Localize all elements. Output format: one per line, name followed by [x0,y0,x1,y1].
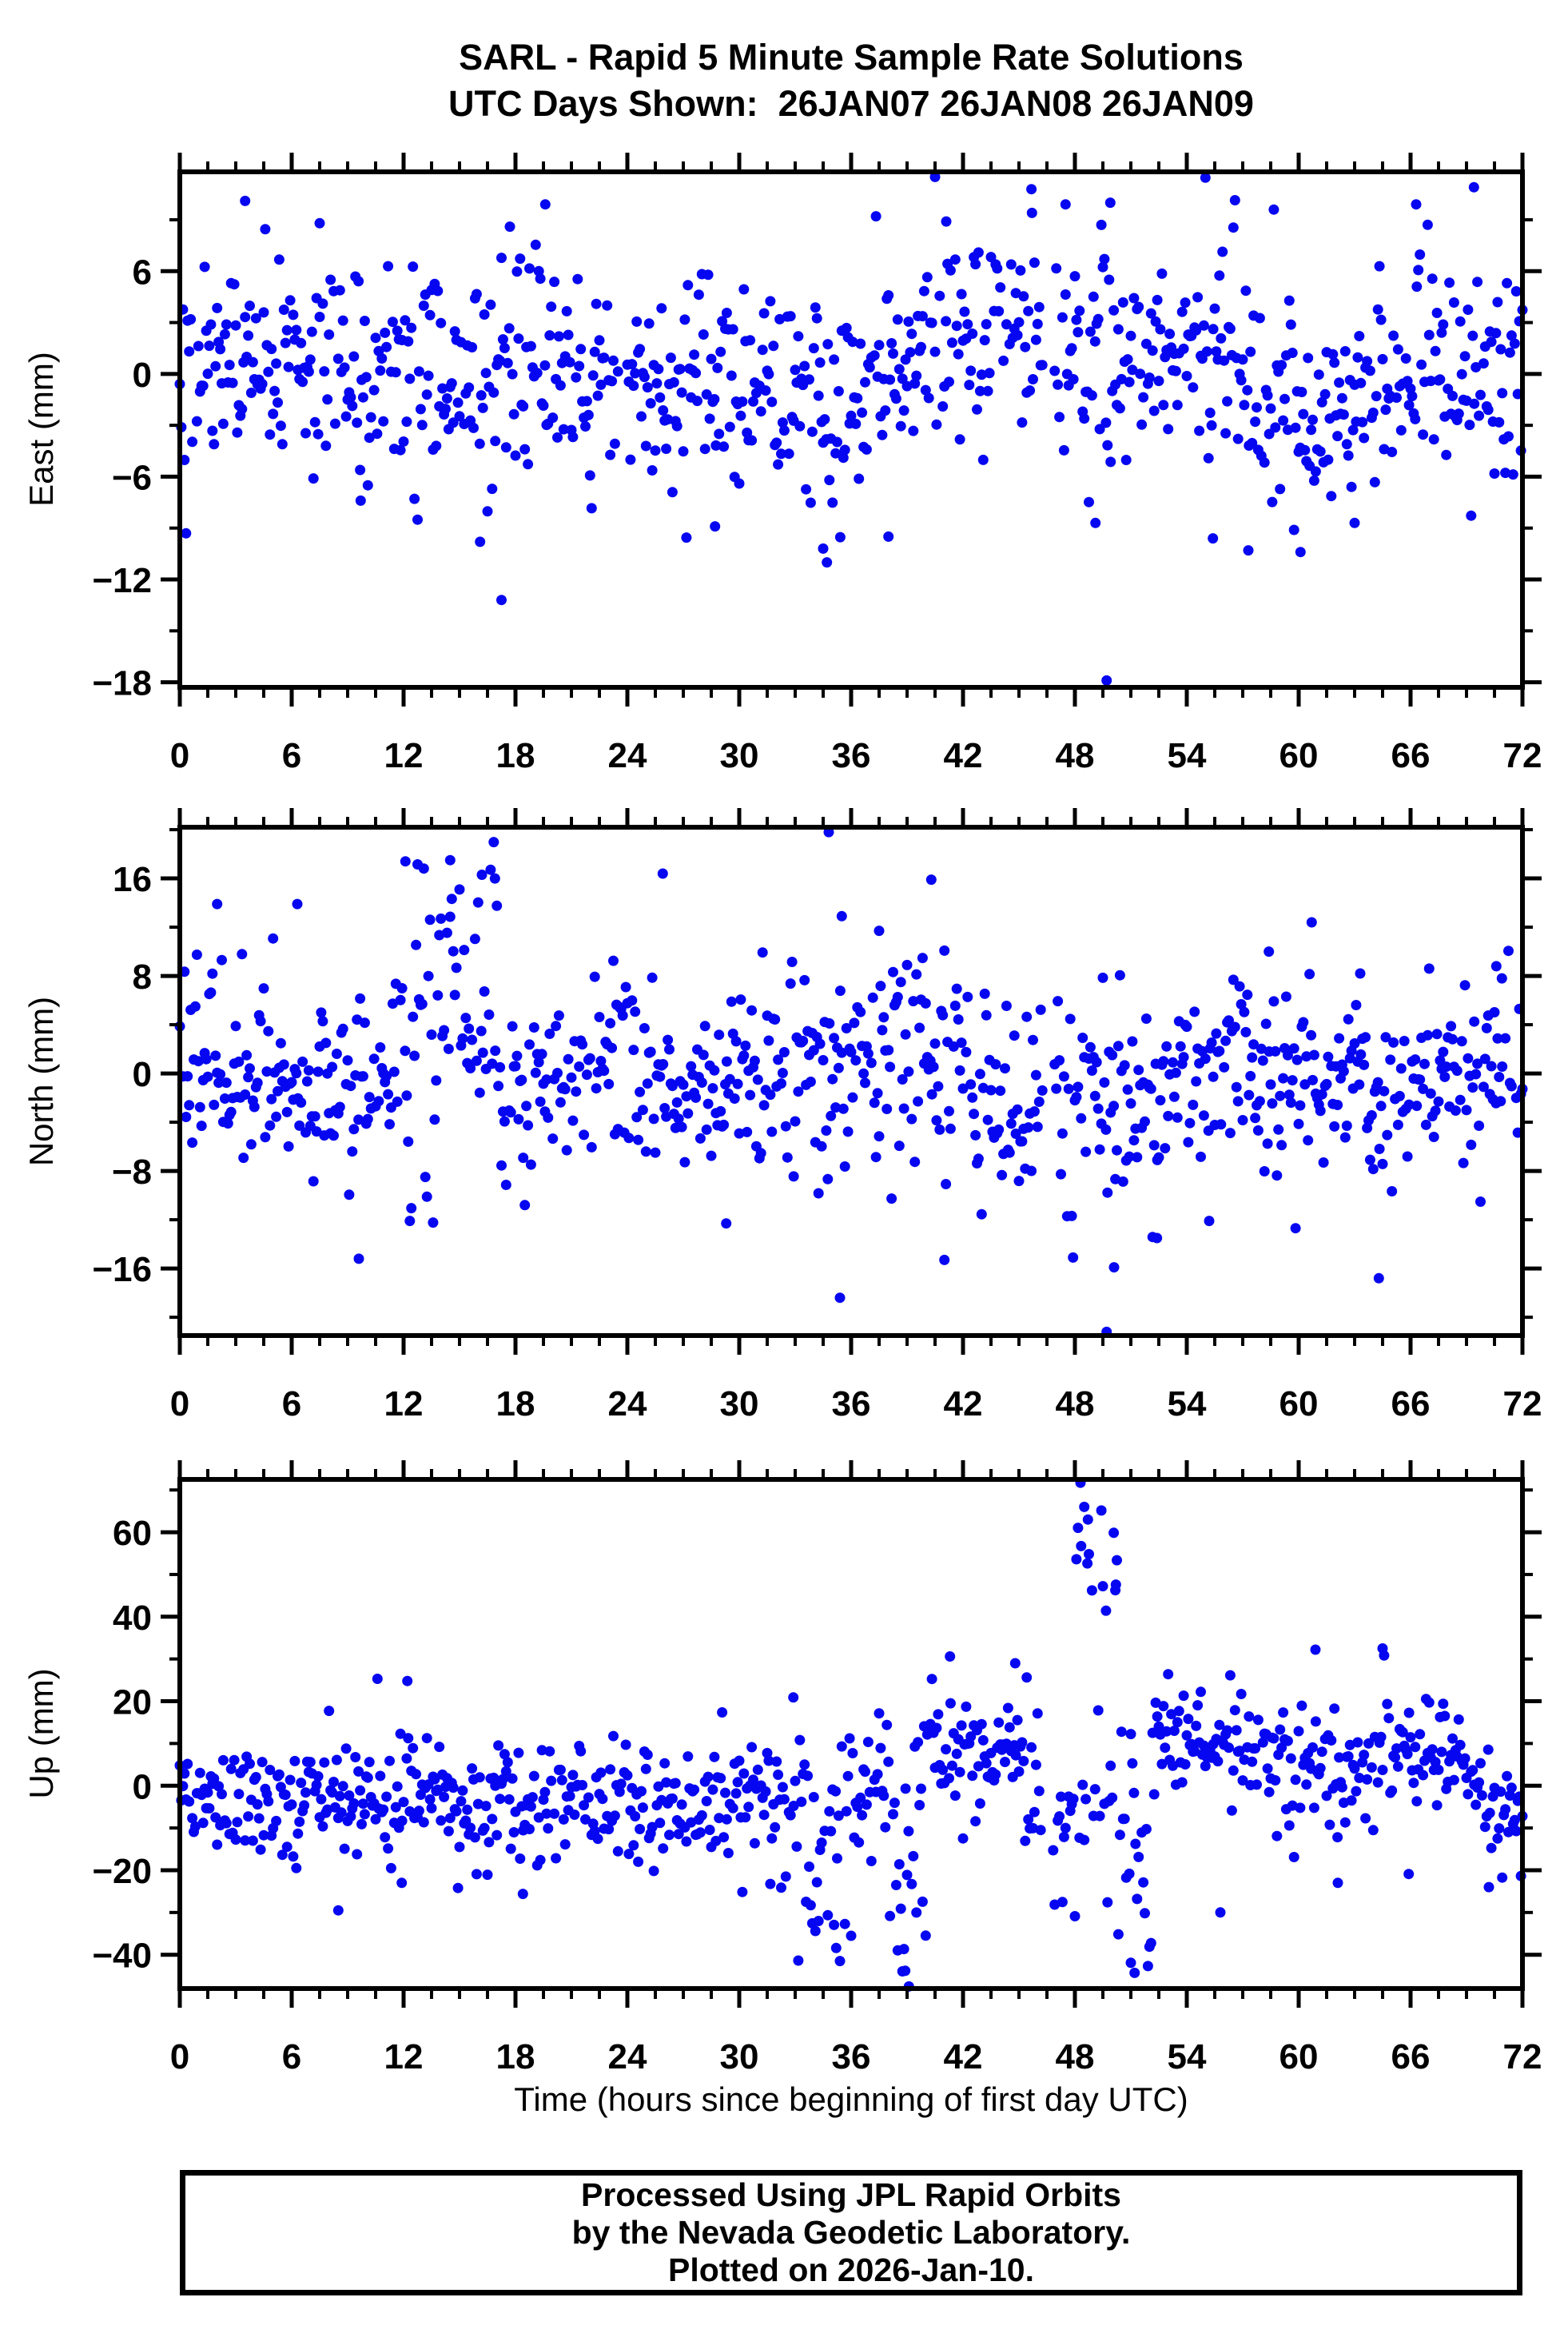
up-x-tick-label: 12 [384,2037,424,2076]
north-x-tick-label: 6 [282,1384,301,1423]
east-x-tick-label: 18 [496,736,535,775]
north-y-tick-label: 0 [133,1055,152,1094]
north-x-tick-label: 18 [496,1384,535,1423]
east-x-tick-label: 30 [720,736,759,775]
east-x-tick-label: 0 [170,736,189,775]
up-x-tick-label: 6 [282,2037,301,2076]
north-y-tick-label: 16 [113,860,152,899]
north-x-tick-label: 30 [720,1384,759,1423]
east-x-tick-label: 60 [1279,736,1319,775]
north-axis-ticks [161,808,1542,1355]
up-x-tick-label: 0 [170,2037,189,2076]
north-x-tick-label: 48 [1056,1384,1095,1423]
up-x-tick-label: 42 [944,2037,983,2076]
east-x-tick-label: 36 [832,736,871,775]
up-x-tick-label: 66 [1391,2037,1431,2076]
north-x-tick-label: 24 [608,1384,647,1423]
east-axis-ticks [161,153,1542,707]
north-x-tick-label: 72 [1503,1384,1542,1423]
up-scatter-points [174,1477,1528,1992]
east-y-tick-label: 6 [133,253,152,292]
north-x-tick-label: 12 [384,1384,424,1423]
up-x-tick-label: 24 [608,2037,647,2076]
north-x-tick-label: 36 [832,1384,871,1423]
chart-subtitle: UTC Days Shown: 26JAN07 26JAN08 26JAN09 [448,83,1254,124]
up-panel-frame [177,1477,1525,1991]
east-x-tick-label: 48 [1056,736,1095,775]
up-y-tick-label: −20 [92,1852,152,1891]
east-x-tick-label: 42 [944,736,983,775]
footer-box: Processed Using JPL Rapid Orbits by the … [180,2170,1522,2295]
up-y-tick-label: 0 [133,1767,152,1806]
chart-title: SARL - Rapid 5 Minute Sample Rate Soluti… [459,37,1244,78]
footer-line-1: Processed Using JPL Rapid Orbits [581,2176,1121,2213]
up-tick-labels: 0 6 12 18 24 30 36 42 48 54 60 66 72 60 40 20 0 −20 −40 [92,1514,1542,2076]
east-scatter-points [174,171,1528,686]
east-x-tick-label: 54 [1168,736,1207,775]
x-axis-label: Time (hours since beginning of first day… [514,2080,1188,2118]
up-y-tick-label: −40 [92,1937,152,1976]
up-x-tick-label: 48 [1056,2037,1095,2076]
footer-line-3: Plotted on 2026-Jan-10. [668,2251,1034,2288]
north-y-tick-label: −8 [112,1153,152,1192]
up-x-tick-label: 30 [720,2037,759,2076]
up-x-tick-label: 18 [496,2037,535,2076]
east-x-tick-label: 24 [608,736,647,775]
east-y-tick-label: 0 [133,356,152,395]
up-x-tick-label: 60 [1279,2037,1319,2076]
up-y-tick-label: 60 [113,1514,152,1553]
up-y-tick-label: 40 [113,1599,152,1638]
east-x-tick-label: 66 [1391,736,1431,775]
north-x-tick-label: 0 [170,1384,189,1423]
north-x-tick-label: 42 [944,1384,983,1423]
north-tick-labels: 0 6 12 18 24 30 36 42 48 54 60 66 72 16 8 0 −8 −16 [92,860,1542,1423]
east-x-tick-label: 6 [282,736,301,775]
north-scatter-points [174,826,1528,1337]
up-x-tick-label: 36 [832,2037,871,2076]
north-x-tick-label: 60 [1279,1384,1319,1423]
east-y-tick-label: −18 [92,664,152,703]
north-panel-frame [177,825,1525,1338]
up-x-tick-label: 54 [1168,2037,1207,2076]
up-x-tick-label: 72 [1503,2037,1542,2076]
east-y-tick-label: −12 [92,561,152,600]
north-y-tick-label: −16 [92,1250,152,1289]
north-x-tick-label: 66 [1391,1384,1431,1423]
east-panel-frame [177,169,1525,690]
up-y-tick-label: 20 [113,1683,152,1722]
east-x-tick-label: 72 [1503,736,1542,775]
footer-line-2: by the Nevada Geodetic Laboratory. [571,2214,1131,2251]
east-x-tick-label: 12 [384,736,424,775]
north-y-tick-label: 8 [133,958,152,997]
north-x-tick-label: 54 [1168,1384,1207,1423]
east-y-tick-label: −6 [112,458,152,497]
